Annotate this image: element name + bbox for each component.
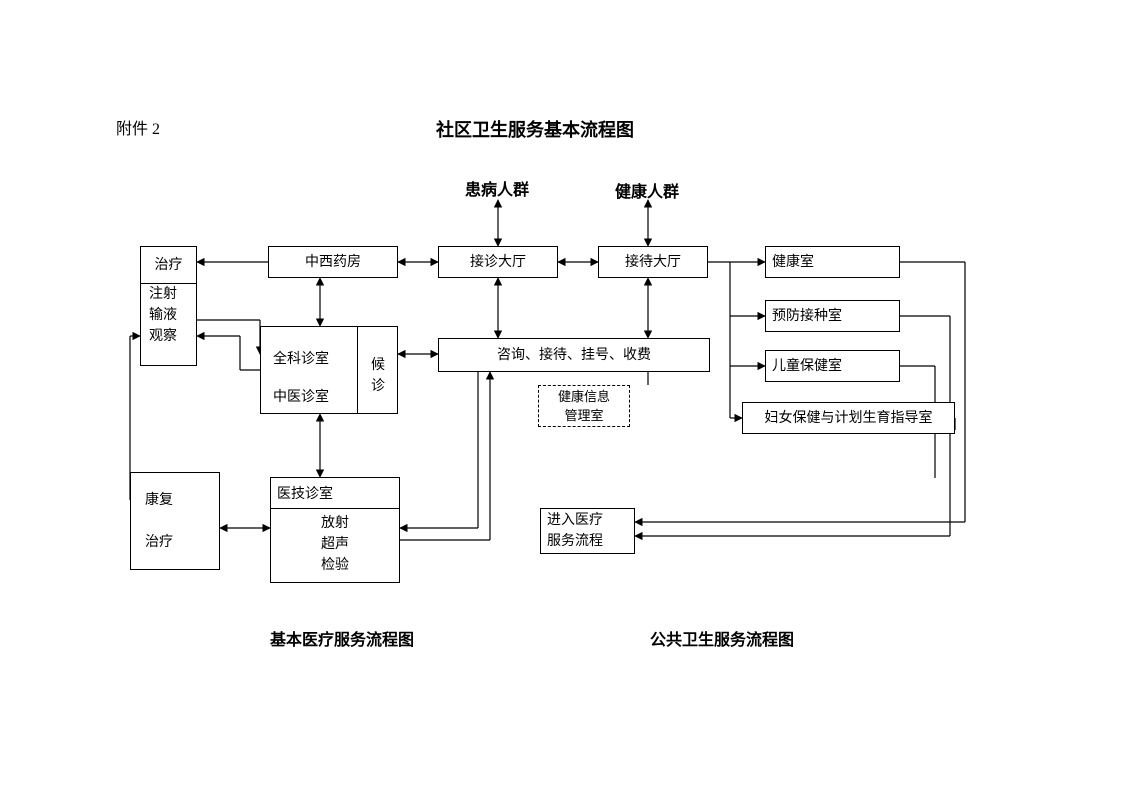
- general-clinic-label: 全科诊室: [267, 345, 357, 374]
- reception-hall-box: 接诊大厅: [438, 246, 558, 278]
- main-title: 社区卫生服务基本流程图: [436, 116, 634, 145]
- health-room-box: 健康室: [765, 246, 900, 278]
- enter-medical-label: 进入医疗 服务流程: [541, 506, 634, 556]
- child-room-label: 儿童保健室: [766, 352, 899, 381]
- consult-label: 咨询、接待、挂号、收费: [439, 341, 709, 370]
- treatment-header-label: 治疗: [141, 247, 196, 280]
- sick-population-label: 患病人群: [465, 178, 529, 204]
- info-mgmt-box: 健康信息 管理室: [538, 385, 630, 427]
- vaccine-room-box: 预防接种室: [765, 300, 900, 332]
- medtech-body-label: 放射 超声 检验: [271, 509, 399, 580]
- left-section-title: 基本医疗服务流程图: [270, 628, 414, 654]
- tcm-clinic-label: 中医诊室: [267, 383, 357, 412]
- clinic-box: 全科诊室 中医诊室 候 诊: [260, 326, 398, 414]
- women-room-box: 妇女保健与计划生育指导室: [742, 402, 955, 434]
- health-room-label: 健康室: [766, 248, 899, 277]
- child-room-box: 儿童保健室: [765, 350, 900, 382]
- right-section-title: 公共卫生服务流程图: [650, 628, 794, 654]
- welcome-hall-box: 接待大厅: [598, 246, 708, 278]
- treatment-box: 治疗 注射 输液 观察: [140, 246, 197, 366]
- rehab-label: 康复 治疗: [131, 486, 219, 557]
- waiting-label: 候 诊: [361, 351, 395, 401]
- consult-box: 咨询、接待、挂号、收费: [438, 338, 710, 372]
- rehab-box: 康复 治疗: [130, 472, 220, 570]
- women-room-label: 妇女保健与计划生育指导室: [743, 404, 954, 433]
- medtech-header-label: 医技诊室: [271, 478, 399, 509]
- vaccine-room-label: 预防接种室: [766, 302, 899, 331]
- reception-hall-label: 接诊大厅: [439, 248, 557, 277]
- pharmacy-label: 中西药房: [269, 248, 397, 277]
- enter-medical-box: 进入医疗 服务流程: [540, 508, 635, 554]
- welcome-hall-label: 接待大厅: [599, 248, 707, 277]
- info-mgmt-label: 健康信息 管理室: [539, 383, 629, 430]
- medtech-box: 医技诊室 放射 超声 检验: [270, 477, 400, 583]
- treatment-body-label: 注射 输液 观察: [141, 280, 196, 351]
- healthy-population-label: 健康人群: [615, 180, 679, 206]
- attachment-label: 附件 2: [116, 117, 160, 143]
- pharmacy-box: 中西药房: [268, 246, 398, 278]
